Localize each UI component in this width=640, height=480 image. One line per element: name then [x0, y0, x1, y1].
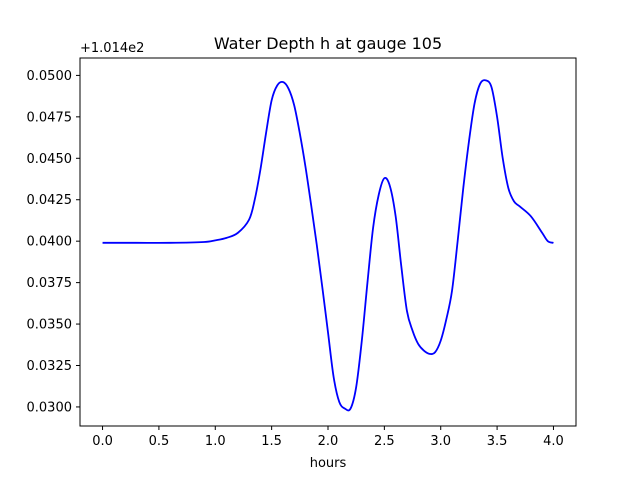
x-tick-label: 2.0 — [318, 434, 339, 449]
y-tick-label: 0.0350 — [27, 318, 73, 333]
x-tick-label: 0.5 — [149, 434, 170, 449]
x-tick-label: 1.0 — [205, 434, 226, 449]
x-axis-ticks: 0.0 0.5 1.0 1.5 2.0 2.5 3.0 3.5 4.0 — [92, 426, 564, 449]
x-axis-label: hours — [310, 456, 347, 471]
y-tick-label: 0.0325 — [27, 359, 73, 374]
y-axis-ticks: 0.0300 0.0325 0.0350 0.0375 0.0400 0.0425 0.04… — [27, 69, 80, 415]
series-line-0 — [102, 79, 554, 412]
x-tick-label: 3.0 — [430, 434, 451, 449]
x-tick-label: 3.5 — [487, 434, 508, 449]
y-tick-label: 0.0500 — [27, 69, 73, 84]
x-tick-label: 1.5 — [261, 434, 282, 449]
x-tick-label: 2.5 — [374, 434, 395, 449]
y-tick-label: 0.0425 — [27, 193, 73, 208]
y-tick-label: 0.0475 — [27, 110, 73, 125]
x-tick-label: 4.0 — [543, 434, 564, 449]
y-offset-text: +1.014e2 — [80, 41, 144, 56]
x-tick-label: 0.0 — [92, 434, 113, 449]
y-tick-label: 0.0450 — [27, 152, 73, 167]
chart-title: Water Depth h at gauge 105 — [214, 34, 442, 53]
y-tick-label: 0.0375 — [27, 276, 73, 291]
y-tick-label: 0.0300 — [27, 400, 73, 415]
y-tick-label: 0.0400 — [27, 235, 73, 250]
